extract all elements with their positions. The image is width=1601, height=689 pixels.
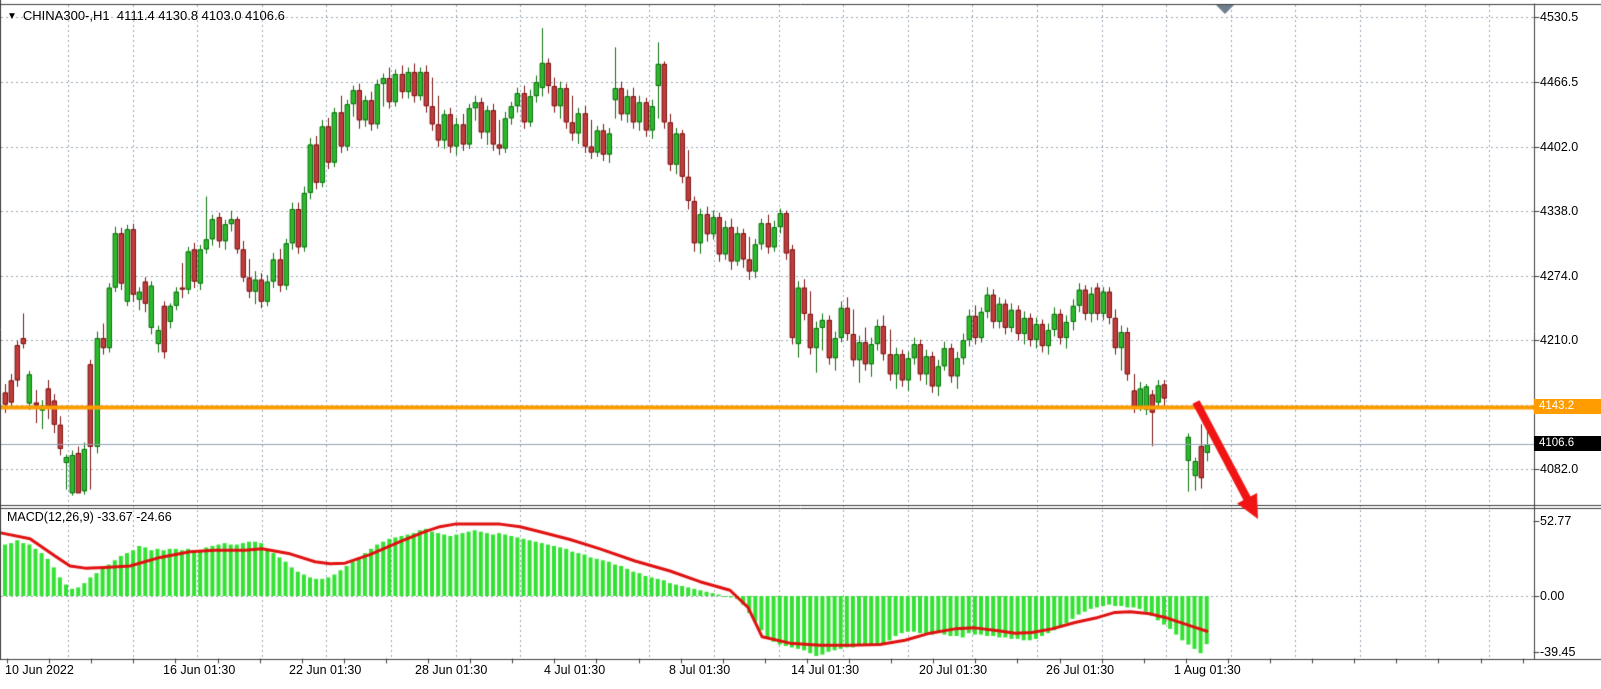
chart-title: ▼ CHINA300-,H1 4111.4 4130.8 4103.0 4106.… xyxy=(7,8,285,23)
bid-price-badge: 4106.6 xyxy=(1534,436,1601,451)
macd-indicator-label: MACD(12,26,9) -33.67 -24.66 xyxy=(7,510,172,524)
ohlc-readout: 4111.4 4130.8 4103.0 4106.6 xyxy=(116,8,285,23)
orange-level-price-badge: 4143.2 xyxy=(1534,399,1601,414)
symbol-dropdown-icon[interactable]: ▼ xyxy=(7,11,17,22)
symbol-period-label: CHINA300-,H1 xyxy=(22,8,110,23)
